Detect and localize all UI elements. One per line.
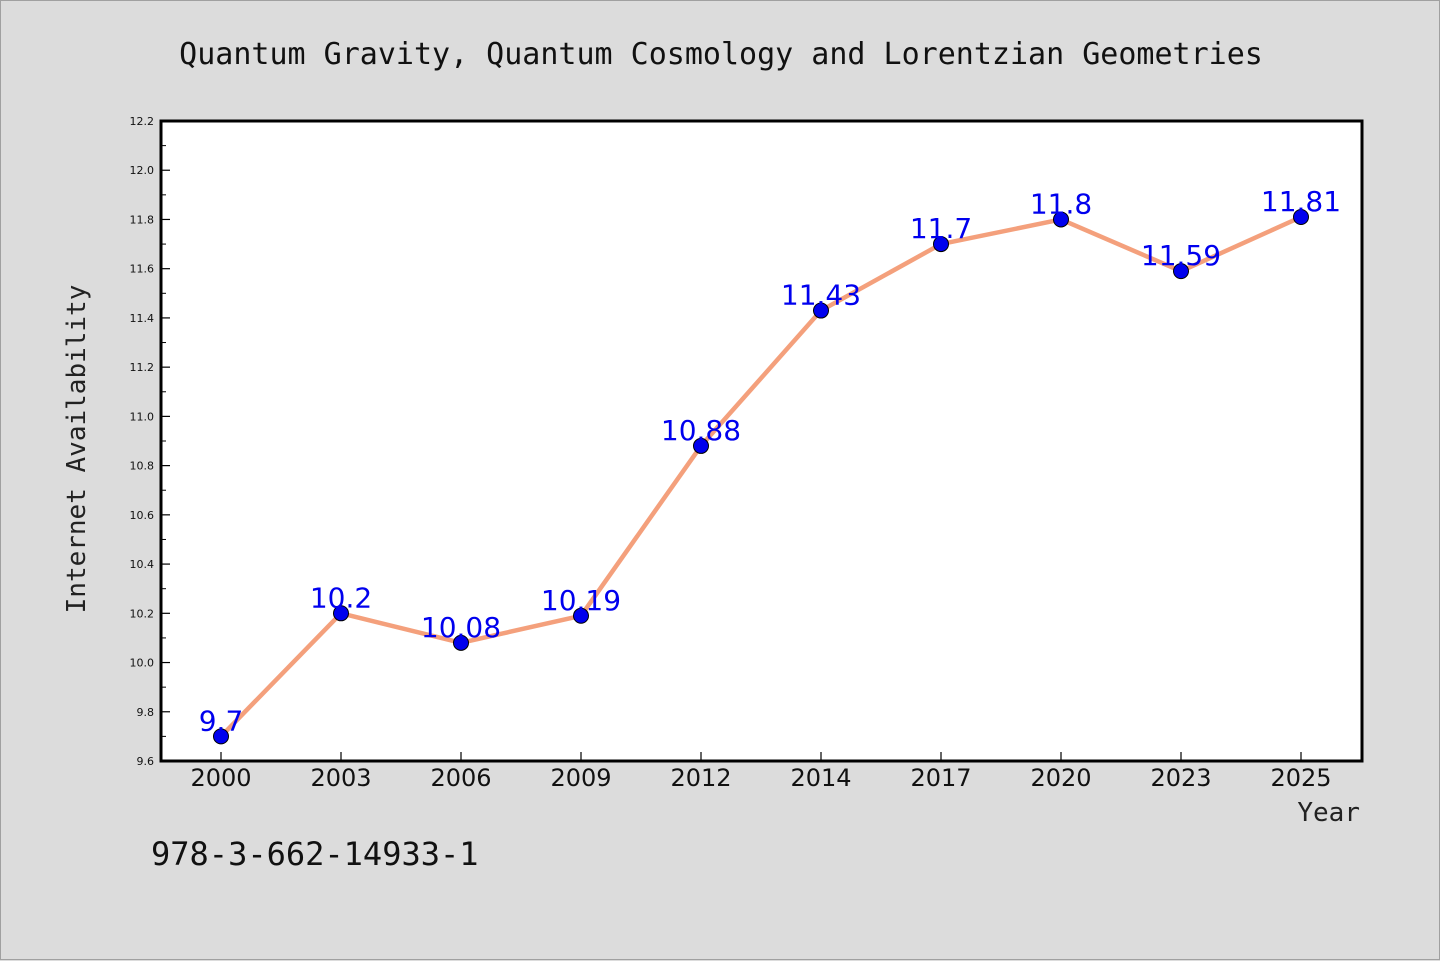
x-tick-label: 2014 bbox=[790, 764, 851, 792]
data-label: 11.7 bbox=[910, 212, 972, 245]
x-tick-label: 2023 bbox=[1150, 764, 1211, 792]
x-tick-label: 2009 bbox=[550, 764, 611, 792]
y-tick-label: 11.8 bbox=[130, 213, 155, 226]
data-point bbox=[693, 437, 709, 454]
data-point bbox=[813, 302, 829, 319]
plot-border bbox=[159, 119, 1364, 763]
data-labels: 9.7 10.2 10.08 10.19 10.88 11.43 11.7 11.8 11.59… bbox=[199, 185, 1341, 737]
data-label: 11.81 bbox=[1261, 185, 1341, 218]
y-tick-label: 10.0 bbox=[130, 657, 155, 670]
x-axis-label: Year bbox=[1297, 798, 1360, 828]
data-point bbox=[1173, 263, 1189, 280]
series-internet-availability bbox=[213, 209, 1309, 745]
y-tick-label: 11.2 bbox=[130, 361, 155, 374]
y-axis-label: Internet Availability bbox=[62, 285, 92, 614]
data-label: 10.19 bbox=[541, 584, 621, 617]
data-point bbox=[213, 728, 229, 745]
x-tick-label: 2017 bbox=[910, 764, 971, 792]
y-tick-label: 12.0 bbox=[130, 164, 155, 177]
data-label: 11.43 bbox=[781, 279, 861, 312]
y-axis: 9.6 9.8 10.0 10.2 10.4 10.6 10.8 11.0 11.2 11.4 11… bbox=[130, 115, 170, 768]
series-line bbox=[219, 214, 1302, 738]
data-point bbox=[573, 607, 589, 624]
x-tick-label: 2025 bbox=[1270, 764, 1331, 792]
data-label: 10.08 bbox=[421, 611, 501, 644]
x-tick-label: 2000 bbox=[190, 764, 251, 792]
data-point bbox=[933, 236, 949, 253]
y-tick-label: 11.0 bbox=[130, 410, 155, 423]
data-label: 11.59 bbox=[1141, 239, 1221, 272]
data-label: 10.88 bbox=[661, 414, 741, 447]
isbn-footnote: 978-3-662-14933-1 bbox=[151, 835, 479, 873]
data-point bbox=[333, 605, 349, 622]
y-tick-label: 11.6 bbox=[130, 263, 155, 276]
data-label: 11.8 bbox=[1030, 187, 1092, 220]
x-tick-label: 2012 bbox=[670, 764, 731, 792]
data-point bbox=[453, 634, 469, 651]
plot-area bbox=[161, 121, 1362, 761]
y-tick-label: 12.2 bbox=[130, 115, 155, 128]
x-tick-label: 2020 bbox=[1030, 764, 1091, 792]
y-tick-label: 9.6 bbox=[137, 755, 155, 768]
x-tick-label: 2006 bbox=[430, 764, 491, 792]
data-point bbox=[1053, 211, 1069, 228]
chart-title: Quantum Gravity, Quantum Cosmology and L… bbox=[179, 37, 1263, 72]
y-tick-label: 10.4 bbox=[130, 558, 155, 571]
y-tick-label: 9.8 bbox=[137, 706, 155, 719]
data-label: 9.7 bbox=[199, 704, 244, 737]
x-tick-label: 2003 bbox=[310, 764, 371, 792]
y-tick-label: 10.6 bbox=[130, 509, 155, 522]
x-axis: 2000 2003 2006 2009 2012 2014 2017 2020 2023 2025 bbox=[190, 752, 1332, 792]
y-tick-label: 10.2 bbox=[130, 607, 155, 620]
y-tick-label: 10.8 bbox=[130, 460, 155, 473]
data-point bbox=[1293, 209, 1309, 225]
y-tick-label: 11.4 bbox=[130, 312, 155, 325]
data-label: 10.2 bbox=[310, 581, 372, 614]
